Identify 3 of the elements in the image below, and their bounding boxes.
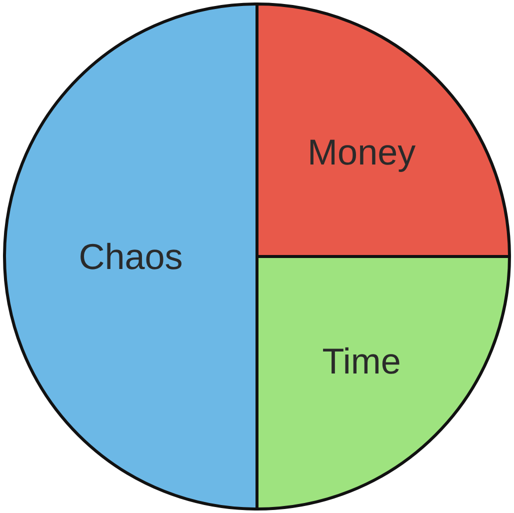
slice-label: Time (322, 340, 401, 382)
slice-label: Money (308, 131, 416, 172)
slice-label: Chaos (78, 236, 183, 277)
